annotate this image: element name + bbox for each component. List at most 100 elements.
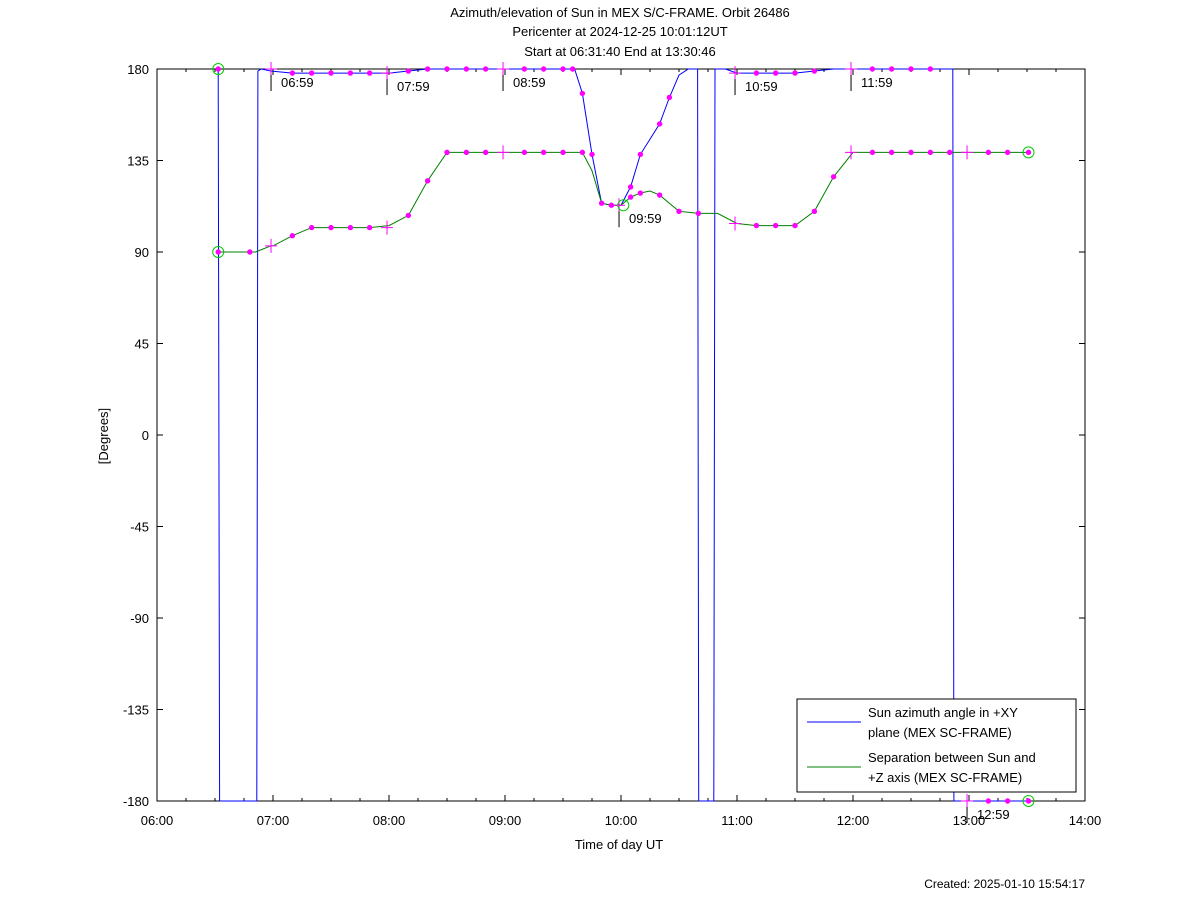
series-1-point [482, 66, 489, 72]
y-axis-label: [Degrees] [96, 408, 111, 464]
y-tick-label: 0 [142, 428, 149, 443]
series-1-point [811, 68, 818, 74]
series-1-point [627, 184, 634, 190]
legend-label-1: plane (MEX SC-FRAME) [868, 725, 1012, 740]
x-tick-label: 07:00 [257, 813, 290, 828]
series-1-point [772, 70, 779, 76]
x-tick-label: 11:00 [721, 813, 753, 828]
series-1-point [753, 70, 760, 76]
hour-cross-marker [381, 66, 394, 81]
hour-annotation-label: 09:59 [629, 211, 662, 226]
series-2-point [1025, 149, 1032, 156]
series-2-point [637, 190, 644, 196]
series-2-point [753, 222, 760, 229]
series-1-point [560, 66, 566, 72]
series-2-point [482, 149, 489, 156]
y-tick-label: 135 [127, 154, 149, 169]
series-1-point [579, 90, 586, 97]
series-2-point [676, 208, 682, 215]
hour-cross-marker [613, 198, 626, 213]
y-tick-label: -135 [123, 703, 149, 718]
series-1-point [215, 66, 221, 72]
chart-subtitle-pericenter: Pericenter at 2024-12-25 10:01:12UT [512, 24, 728, 39]
series-1-point [569, 66, 576, 72]
series-2-point [215, 249, 221, 255]
series-2-point [792, 222, 798, 229]
hour-annotation-label: 08:59 [513, 75, 546, 90]
y-tick-label: -180 [123, 794, 149, 809]
hour-annotation-label: 11:59 [861, 75, 893, 90]
series-2-point [695, 210, 702, 217]
hour-annotation-label: 10:59 [745, 79, 778, 94]
endpoint-circle-marker [1022, 795, 1035, 807]
series-2-point [772, 222, 779, 229]
series-2-point [888, 149, 895, 156]
y-tick-label: 45 [135, 337, 149, 352]
series-1-point [463, 66, 470, 72]
x-tick-label: 13:00 [953, 813, 986, 828]
hour-cross-marker [265, 238, 278, 253]
series-1-point [521, 66, 528, 72]
series-2-point [366, 224, 373, 231]
hour-annotation-label: 12:59 [977, 807, 1010, 822]
y-tick-label: 90 [135, 245, 149, 260]
x-axis-label: Time of day UT [575, 837, 663, 852]
series-1-point [366, 70, 373, 76]
endpoint-circle-marker [617, 199, 630, 212]
series-2-point [347, 224, 354, 231]
series-1-point [405, 68, 412, 74]
series-1-point [347, 70, 354, 76]
series-1-point [589, 151, 595, 158]
series-1-point [792, 70, 798, 76]
legend-label-2: Separation between Sun and [868, 750, 1036, 765]
legend-label-2: +Z axis (MEX SC-FRAME) [868, 770, 1022, 785]
hour-cross-marker [845, 62, 858, 76]
x-tick-label: 14:00 [1069, 813, 1102, 828]
y-tick-label: -90 [130, 611, 149, 626]
hour-annotation-label: 07:59 [397, 79, 430, 94]
series-2-point [463, 149, 470, 156]
series-2-point [521, 149, 528, 156]
hour-cross-marker [961, 145, 974, 160]
chart-title: Azimuth/elevation of Sun in MEX S/C-FRAM… [450, 5, 790, 20]
y-tick-label: 180 [127, 62, 149, 77]
series-2-point [927, 149, 934, 156]
hour-cross-marker [729, 66, 742, 81]
hour-cross-marker [961, 794, 974, 808]
x-tick-label: 09:00 [489, 813, 522, 828]
endpoint-circle-marker [1022, 146, 1035, 159]
series-2-point [946, 149, 953, 156]
x-tick-label: 06:00 [141, 813, 174, 828]
hour-cross-marker [381, 220, 394, 235]
endpoint-circle-marker [212, 246, 225, 258]
series-line-1 [217, 68, 1029, 802]
series-1-point [869, 66, 876, 72]
x-tick-label: 12:00 [837, 813, 870, 828]
hour-cross-marker [729, 216, 742, 231]
series-2-point [247, 249, 253, 255]
series-1-point [1004, 798, 1011, 804]
series-2-point [405, 212, 412, 219]
endpoint-circle-marker [212, 63, 225, 75]
legend-box [796, 698, 1077, 793]
series-1-point [608, 202, 615, 208]
hour-annotation-label: 06:59 [281, 75, 314, 90]
series-1-point [985, 798, 992, 804]
plot-frame [156, 68, 1086, 802]
series-2-point [627, 194, 634, 200]
series-1-point [656, 121, 663, 127]
series-1-point [1025, 798, 1032, 804]
series-1-point [289, 70, 296, 76]
series-2-point [289, 233, 296, 239]
series-1-point [424, 66, 431, 72]
hour-cross-marker [265, 62, 278, 76]
series-2-point [811, 208, 818, 215]
series-2-point [444, 149, 450, 156]
series-1-point [328, 70, 334, 76]
series-line-2 [218, 151, 1029, 253]
chart-subtitle-timespan: Start at 06:31:40 End at 13:30:46 [524, 44, 716, 59]
hour-cross-marker [497, 62, 510, 76]
series-1-point [888, 66, 895, 72]
series-2-point [985, 149, 992, 156]
